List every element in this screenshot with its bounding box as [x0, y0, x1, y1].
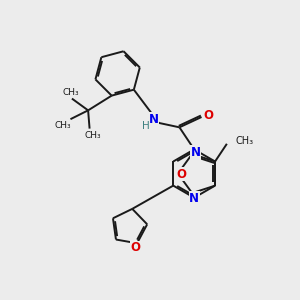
Text: N: N	[148, 113, 158, 126]
Text: CH₃: CH₃	[84, 130, 101, 140]
Text: H: H	[142, 121, 149, 131]
Text: N: N	[190, 146, 201, 159]
Text: N: N	[189, 192, 199, 205]
Text: O: O	[176, 168, 187, 181]
Text: O: O	[203, 109, 213, 122]
Text: CH₃: CH₃	[62, 88, 79, 97]
Text: CH₃: CH₃	[55, 121, 71, 130]
Text: O: O	[130, 241, 141, 254]
Text: CH₃: CH₃	[235, 136, 253, 146]
